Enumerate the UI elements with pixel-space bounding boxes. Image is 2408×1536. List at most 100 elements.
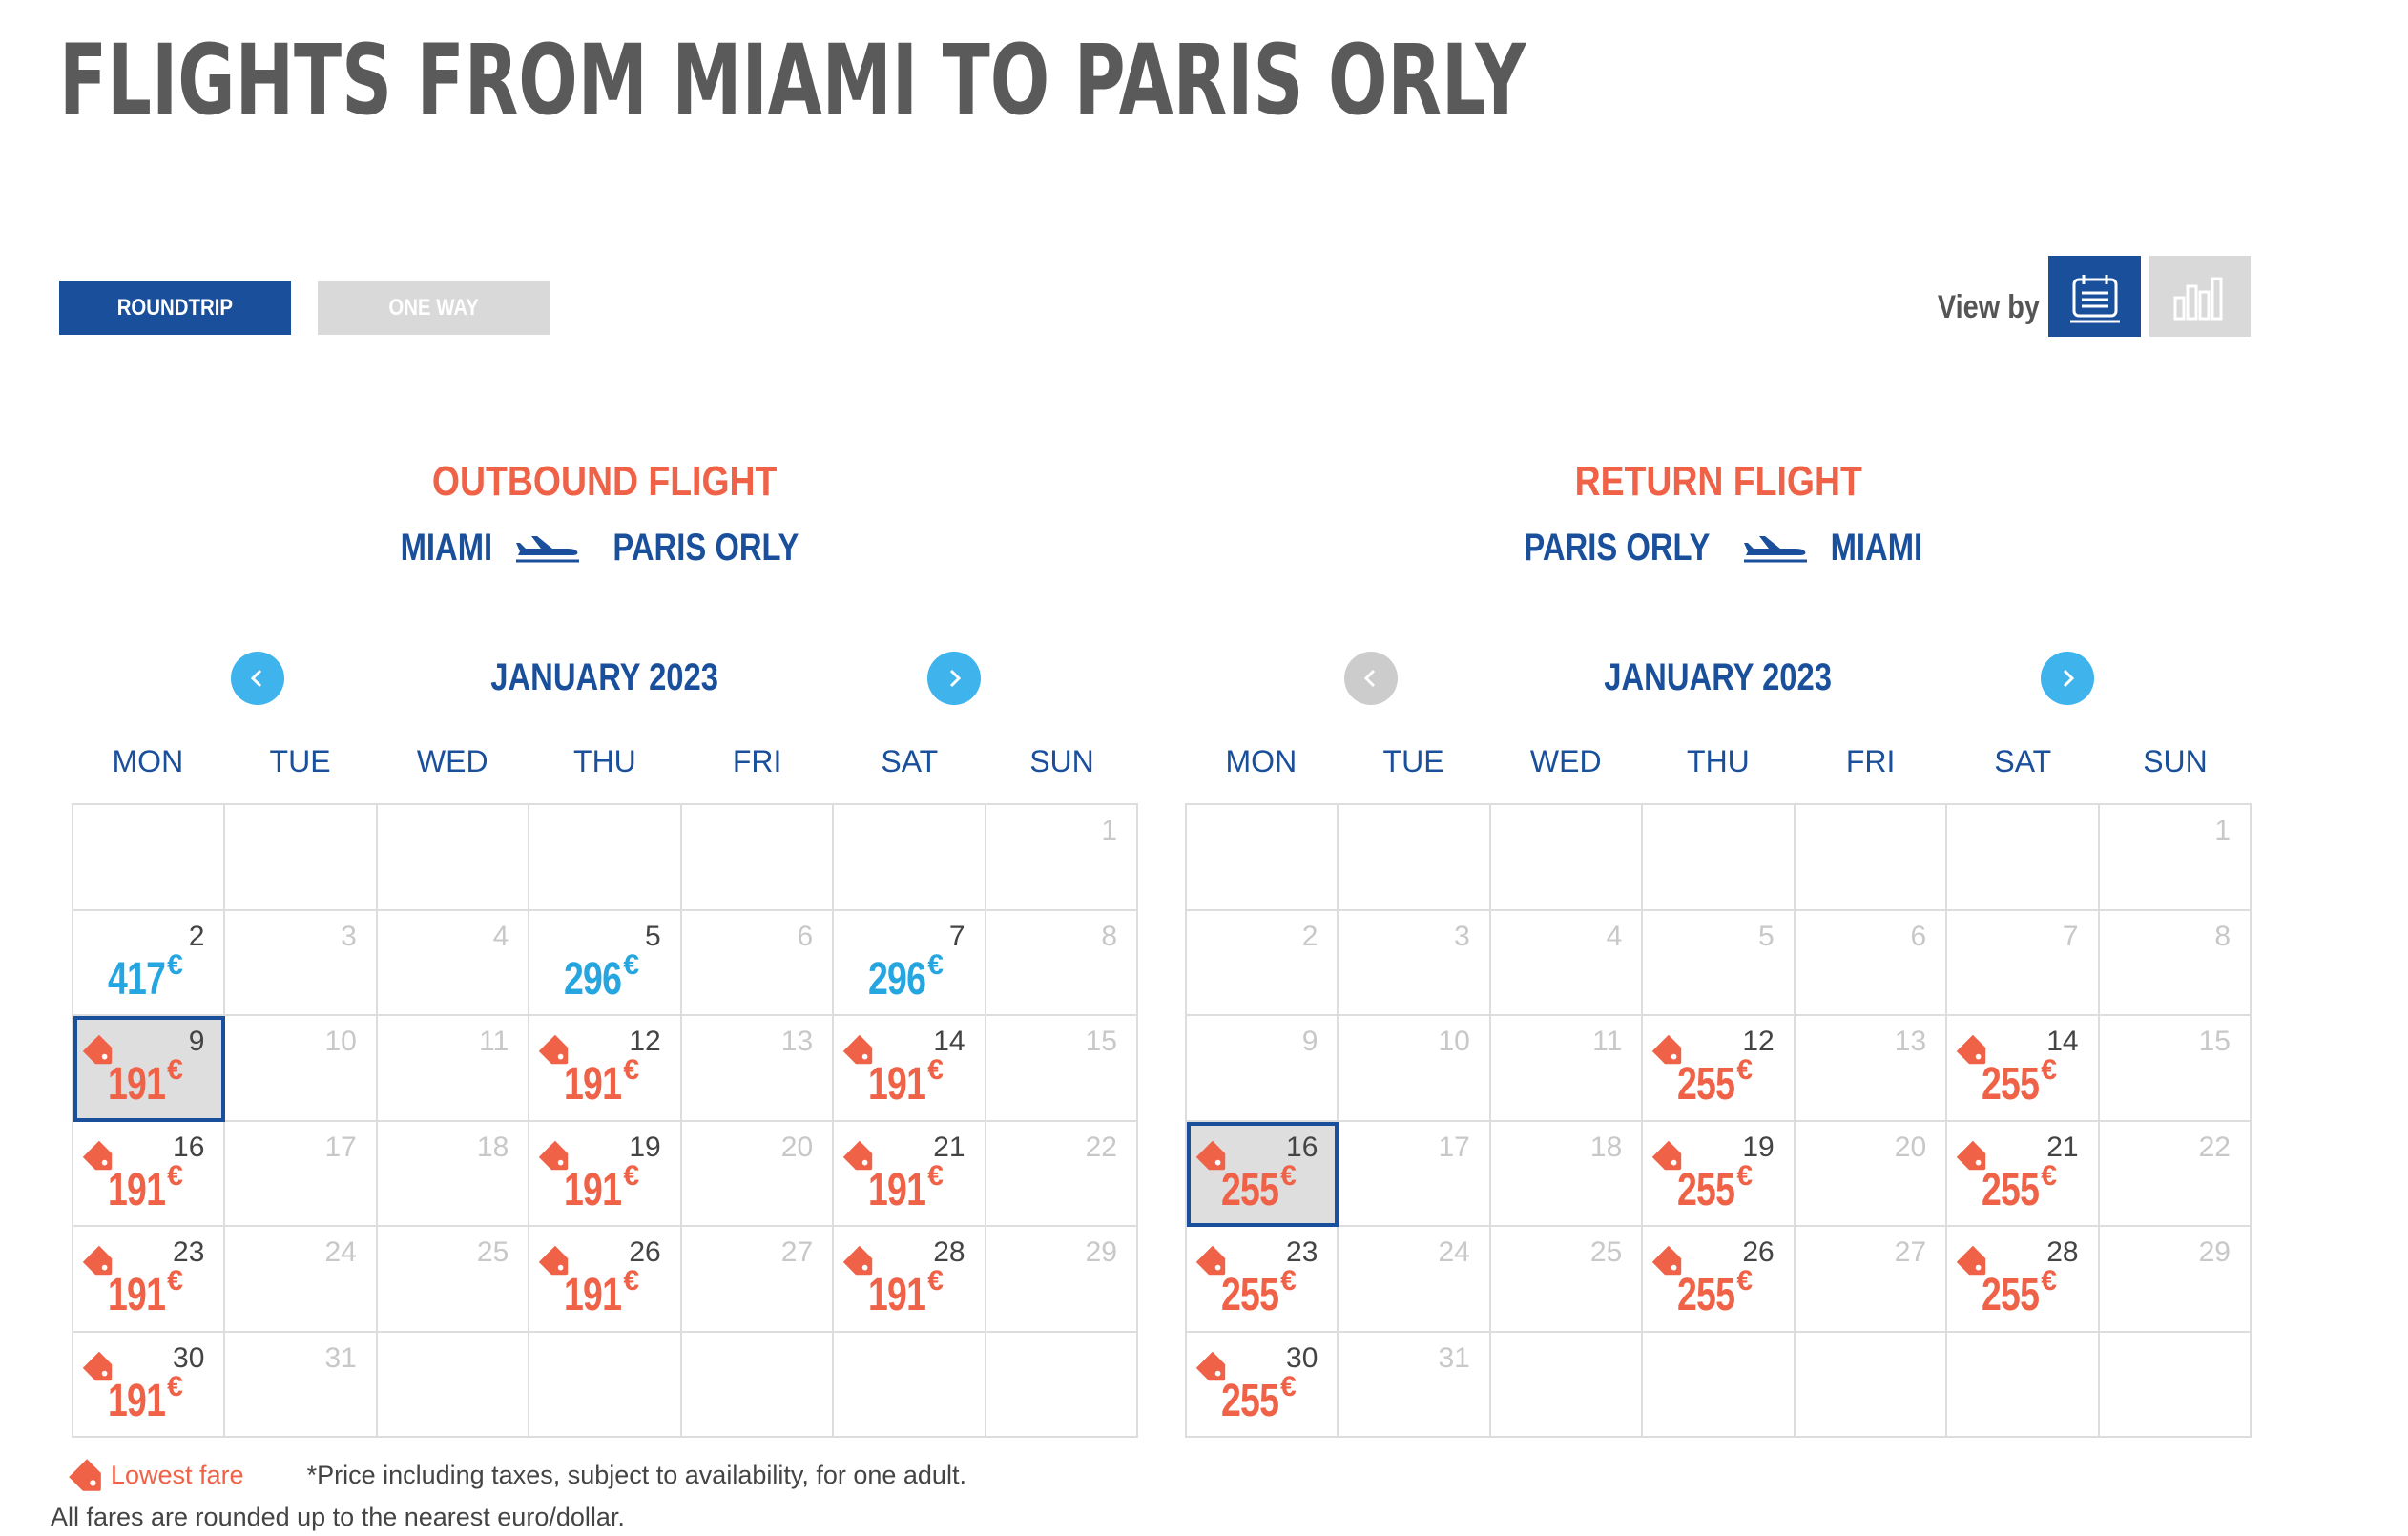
- calendar-day-28[interactable]: 28 191 €: [834, 1227, 986, 1333]
- weekday-thu: THU: [1687, 744, 1750, 778]
- calendar-day-10: 10: [225, 1016, 378, 1122]
- calendar-day-12[interactable]: 12 255 €: [1643, 1016, 1796, 1122]
- calendar-day-15: 15: [986, 1016, 1138, 1122]
- calendar-day-30[interactable]: 30 191 €: [73, 1332, 226, 1438]
- calendar-day-19[interactable]: 19 191 €: [529, 1121, 682, 1227]
- calendar-empty-cell: [73, 805, 226, 911]
- day-number: 13: [780, 1026, 814, 1057]
- day-number: 5: [1758, 920, 1775, 952]
- fare-amount: 255: [1221, 1375, 1279, 1426]
- day-number: 2: [1301, 920, 1318, 952]
- calendar-day-5[interactable]: 5 296 €: [529, 910, 682, 1016]
- return-prev-month-button[interactable]: [1344, 652, 1398, 705]
- day-number: 29: [2198, 1236, 2231, 1268]
- calendar-day-12[interactable]: 12 191 €: [529, 1016, 682, 1122]
- price-tag-icon: [1956, 1034, 1986, 1065]
- day-number: 12: [1742, 1026, 1775, 1057]
- calendar-empty-cell: [1643, 805, 1796, 911]
- calendar-day-11: 11: [377, 1016, 530, 1122]
- calendar-day-30[interactable]: 30 255 €: [1187, 1332, 1339, 1438]
- return-destination: MIAMI: [1830, 527, 1923, 569]
- price-tag-icon: [82, 1245, 113, 1276]
- day-number: 11: [1592, 1026, 1623, 1057]
- calendar-view-button[interactable]: [2048, 256, 2141, 337]
- calendar-day-19[interactable]: 19 255 €: [1643, 1121, 1796, 1227]
- calendar-day-22: 22: [2099, 1121, 2252, 1227]
- fare-amount: 191: [108, 1164, 166, 1215]
- fare-amount: 191: [108, 1270, 166, 1320]
- return-route: PARIS ORLY MIAMI: [1185, 527, 2252, 570]
- outbound-next-month-button[interactable]: [927, 652, 981, 705]
- calendar-day-14[interactable]: 14 255 €: [1947, 1016, 2100, 1122]
- page-title: FLIGHTS FROM MIAMI TO PARIS ORLY: [59, 24, 1526, 137]
- fare-price: 191 €: [564, 1054, 639, 1110]
- calendar-day-26[interactable]: 26 191 €: [529, 1227, 682, 1333]
- currency-symbol: €: [167, 1159, 183, 1192]
- calendar-empty-cell: [377, 805, 530, 911]
- fare-price: 191 €: [108, 1054, 183, 1110]
- day-number: 9: [1301, 1026, 1318, 1057]
- calendar-day-26[interactable]: 26 255 €: [1643, 1227, 1796, 1333]
- day-number: 19: [629, 1131, 661, 1163]
- currency-symbol: €: [927, 1159, 944, 1192]
- calendar-empty-cell: [1795, 805, 1948, 911]
- currency-symbol: €: [167, 948, 183, 981]
- day-number: 16: [173, 1131, 205, 1163]
- currency-symbol: €: [1280, 1265, 1297, 1297]
- day-number: 15: [2198, 1026, 2231, 1057]
- calendar-day-2[interactable]: 2 417 €: [73, 910, 226, 1016]
- price-tag-icon: [539, 1034, 569, 1065]
- calendar-day-23[interactable]: 23 191 €: [73, 1227, 226, 1333]
- airplane-icon: [1744, 535, 1808, 562]
- day-number: 4: [492, 920, 509, 952]
- calendar-day-21[interactable]: 21 191 €: [834, 1121, 986, 1227]
- outbound-prev-month-button[interactable]: [231, 652, 284, 705]
- calendar-day-23[interactable]: 23 255 €: [1187, 1227, 1339, 1333]
- calendar-day-14[interactable]: 14 191 €: [834, 1016, 986, 1122]
- day-number: 15: [1085, 1026, 1117, 1057]
- calendar-day-18: 18: [377, 1121, 530, 1227]
- weekday-mon: MON: [1225, 744, 1297, 778]
- return-next-month-button[interactable]: [2041, 652, 2094, 705]
- calendar-day-16[interactable]: 16 255 €: [1187, 1121, 1339, 1227]
- currency-symbol: €: [2041, 1159, 2057, 1192]
- calendar-day-28[interactable]: 28 255 €: [1947, 1227, 2100, 1333]
- fare-price: 191 €: [868, 1265, 944, 1321]
- day-number: 17: [324, 1131, 357, 1163]
- day-number: 23: [1286, 1236, 1318, 1268]
- weekday-wed: WED: [416, 744, 488, 778]
- calendar-day-20: 20: [681, 1121, 835, 1227]
- currency-symbol: €: [1736, 1054, 1753, 1086]
- day-number: 20: [1894, 1131, 1927, 1163]
- calendar-day-21[interactable]: 21 255 €: [1947, 1121, 2100, 1227]
- day-number: 11: [479, 1026, 509, 1057]
- calendar-day-16[interactable]: 16 191 €: [73, 1121, 226, 1227]
- calendar-empty-cell: [225, 805, 378, 911]
- calendar-day-9[interactable]: 9 191 €: [73, 1016, 226, 1122]
- day-number: 21: [2046, 1131, 2079, 1163]
- weekday-fri: FRI: [1845, 744, 1896, 778]
- one-way-button[interactable]: ONE WAY: [318, 281, 550, 335]
- roundtrip-button[interactable]: ROUNDTRIP: [59, 281, 291, 335]
- calendar-day-18: 18: [1490, 1121, 1644, 1227]
- weekday-sun: SUN: [1029, 744, 1094, 778]
- fare-price: 255 €: [1677, 1265, 1753, 1321]
- calendar-day-7[interactable]: 7 296 €: [834, 910, 986, 1016]
- weekday-tue: TUE: [269, 744, 331, 778]
- day-number: 3: [1454, 920, 1470, 952]
- outbound-calendar-grid: 1 2 417 €3 4 5 296 €6 7 296 €8 9 191 €10 11 12 191 €13 14 1…: [72, 803, 1138, 1438]
- outbound-weekday-header: MON TUE WED THU FRI SAT SUN: [72, 744, 1138, 779]
- fare-price: 255 €: [1677, 1054, 1753, 1110]
- currency-symbol: €: [1280, 1159, 1297, 1192]
- chart-view-button[interactable]: [2149, 256, 2251, 337]
- fare-amount: 191: [564, 1270, 622, 1320]
- calendar-empty-cell: [681, 805, 835, 911]
- bar-chart-icon: [2173, 277, 2223, 320]
- day-number: 14: [2046, 1026, 2079, 1057]
- calendar-empty-cell: [834, 1332, 986, 1438]
- calendar-day-1: 1: [2099, 805, 2252, 911]
- fare-price: 255 €: [1982, 1054, 2057, 1110]
- chevron-right-icon: [2063, 669, 2075, 688]
- calendar-day-9: 9: [1187, 1016, 1339, 1122]
- fare-amount: 255: [1221, 1164, 1279, 1215]
